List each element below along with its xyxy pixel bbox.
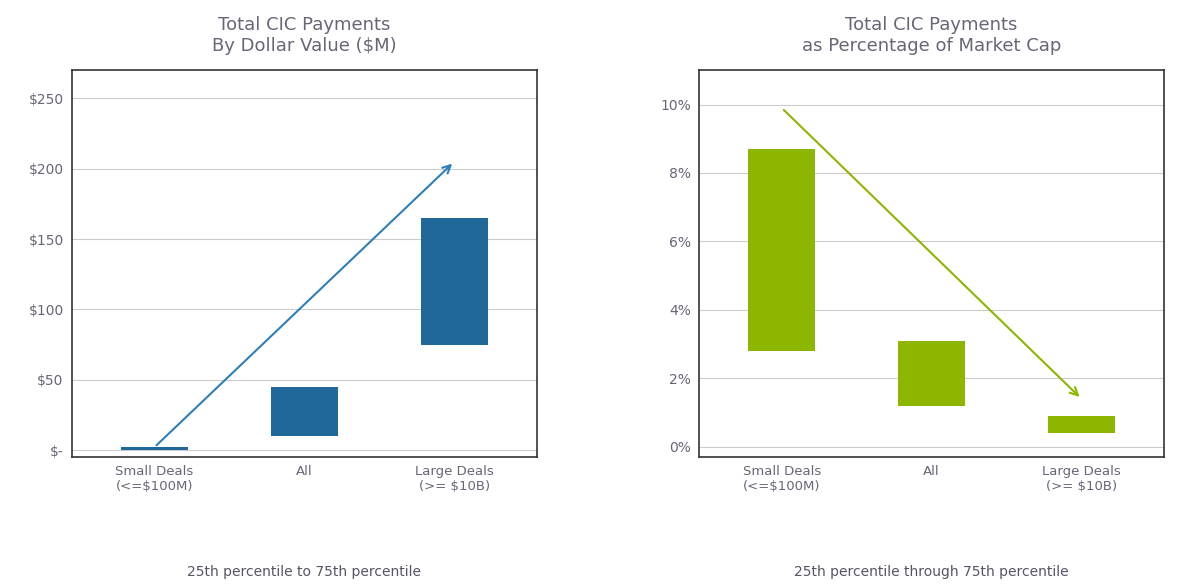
Title: Total CIC Payments
as Percentage of Market Cap: Total CIC Payments as Percentage of Mark…	[802, 16, 1061, 55]
Title: Total CIC Payments
By Dollar Value ($M): Total CIC Payments By Dollar Value ($M)	[212, 16, 397, 55]
Bar	[121, 447, 188, 450]
Bar	[420, 218, 488, 345]
Bar	[748, 149, 816, 351]
Text: 25th percentile through 75th percentile: 25th percentile through 75th percentile	[794, 565, 1069, 580]
Text: 25th percentile to 75th percentile: 25th percentile to 75th percentile	[187, 565, 421, 580]
Bar	[271, 387, 338, 436]
Bar	[898, 340, 965, 406]
Bar	[1048, 416, 1115, 433]
